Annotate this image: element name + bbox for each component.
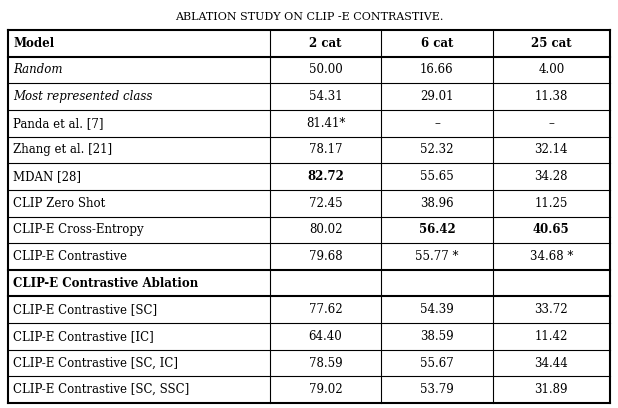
- Text: 55.77 *: 55.77 *: [415, 250, 459, 263]
- Text: 77.62: 77.62: [309, 303, 342, 316]
- Text: 55.65: 55.65: [420, 170, 454, 183]
- Text: 53.79: 53.79: [420, 383, 454, 396]
- Text: 34.44: 34.44: [535, 357, 568, 370]
- Text: 79.02: 79.02: [309, 383, 342, 396]
- Text: 55.67: 55.67: [420, 357, 454, 370]
- Text: 81.41*: 81.41*: [306, 117, 345, 130]
- Text: CLIP Zero Shot: CLIP Zero Shot: [13, 197, 105, 210]
- Text: 11.42: 11.42: [535, 330, 568, 343]
- Text: 34.68 *: 34.68 *: [530, 250, 573, 263]
- Text: –: –: [548, 117, 554, 130]
- Text: 56.42: 56.42: [418, 223, 455, 236]
- Text: 31.89: 31.89: [535, 383, 568, 396]
- Text: 72.45: 72.45: [309, 197, 342, 210]
- Text: 82.72: 82.72: [307, 170, 344, 183]
- Text: 80.02: 80.02: [309, 223, 342, 236]
- Text: 11.38: 11.38: [535, 90, 568, 103]
- Text: 79.68: 79.68: [309, 250, 342, 263]
- Text: Random: Random: [13, 64, 62, 76]
- Text: 33.72: 33.72: [535, 303, 568, 316]
- Text: 16.66: 16.66: [420, 64, 454, 76]
- Text: 54.31: 54.31: [309, 90, 342, 103]
- Text: MDAN [28]: MDAN [28]: [13, 170, 81, 183]
- Text: CLIP-E Contrastive [SC, IC]: CLIP-E Contrastive [SC, IC]: [13, 357, 178, 370]
- Text: Most represented class: Most represented class: [13, 90, 153, 103]
- Text: CLIP-E Contrastive [SC, SSC]: CLIP-E Contrastive [SC, SSC]: [13, 383, 189, 396]
- Text: 52.32: 52.32: [420, 143, 454, 156]
- Text: CLIP-E Cross-Entropy: CLIP-E Cross-Entropy: [13, 223, 143, 236]
- Text: 11.25: 11.25: [535, 197, 568, 210]
- Text: 50.00: 50.00: [308, 64, 342, 76]
- Text: 29.01: 29.01: [420, 90, 454, 103]
- Text: 38.59: 38.59: [420, 330, 454, 343]
- Text: 78.59: 78.59: [309, 357, 342, 370]
- Text: ABLATION STUDY ON CLIP -E CONTRASTIVE.: ABLATION STUDY ON CLIP -E CONTRASTIVE.: [175, 12, 443, 22]
- Text: CLIP-E Contrastive [SC]: CLIP-E Contrastive [SC]: [13, 303, 157, 316]
- Text: 4.00: 4.00: [538, 64, 564, 76]
- Text: 38.96: 38.96: [420, 197, 454, 210]
- Text: 6 cat: 6 cat: [421, 37, 453, 50]
- Text: 78.17: 78.17: [309, 143, 342, 156]
- Text: 34.28: 34.28: [535, 170, 568, 183]
- Text: –: –: [434, 117, 440, 130]
- Text: Model: Model: [13, 37, 54, 50]
- Text: 32.14: 32.14: [535, 143, 568, 156]
- Text: 64.40: 64.40: [308, 330, 342, 343]
- Text: CLIP-E Contrastive Ablation: CLIP-E Contrastive Ablation: [13, 277, 198, 290]
- Text: CLIP-E Contrastive [IC]: CLIP-E Contrastive [IC]: [13, 330, 154, 343]
- Text: 54.39: 54.39: [420, 303, 454, 316]
- Text: Zhang et al. [21]: Zhang et al. [21]: [13, 143, 112, 156]
- Text: 2 cat: 2 cat: [309, 37, 342, 50]
- Text: CLIP-E Contrastive: CLIP-E Contrastive: [13, 250, 127, 263]
- Text: 40.65: 40.65: [533, 223, 570, 236]
- Text: 25 cat: 25 cat: [531, 37, 572, 50]
- Text: Panda et al. [7]: Panda et al. [7]: [13, 117, 103, 130]
